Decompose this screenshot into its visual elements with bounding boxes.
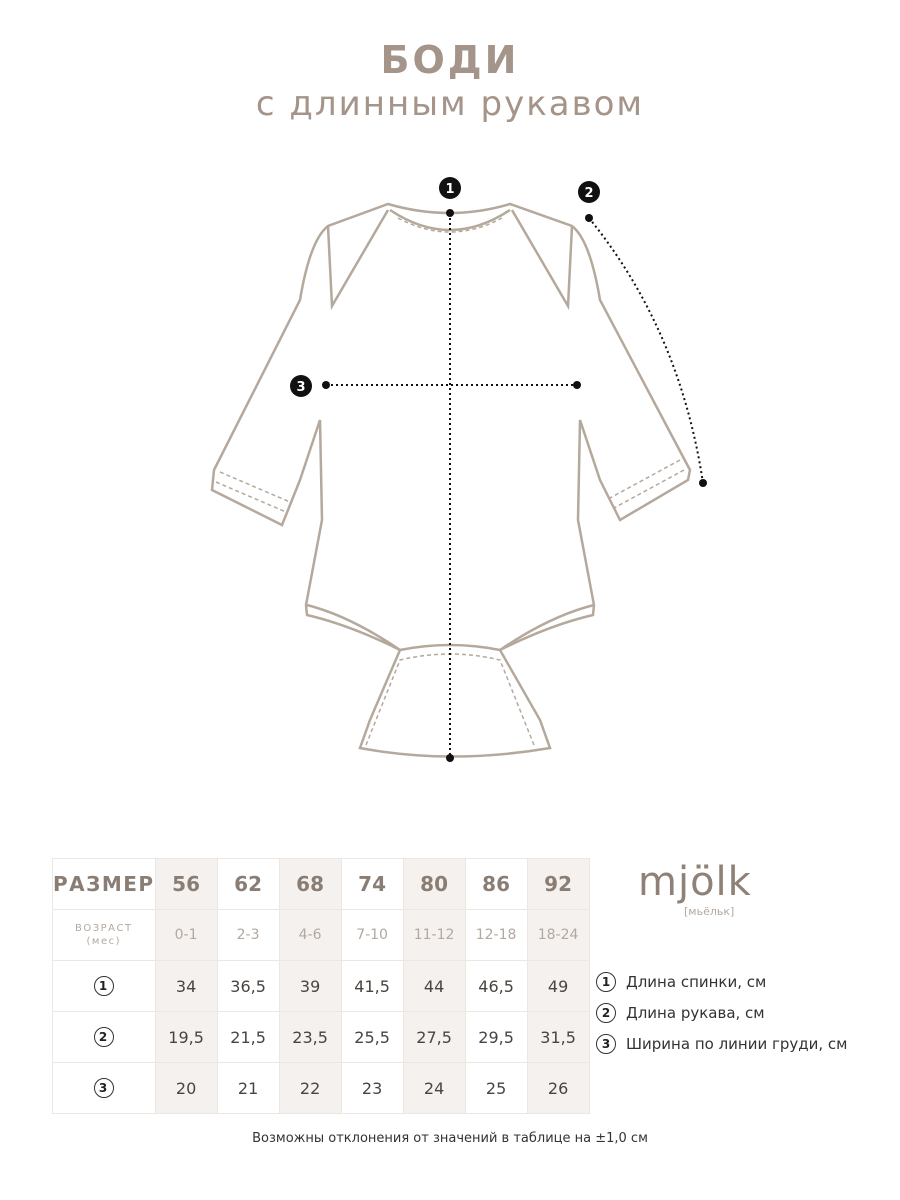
age-cell: 0-1 (154, 909, 218, 961)
value-cell: 27,5 (402, 1011, 466, 1063)
measure-points (322, 209, 707, 762)
size-cell: 62 (216, 858, 280, 910)
value-cell: 41,5 (340, 960, 404, 1012)
value-cell: 44 (402, 960, 466, 1012)
product-subtitle: с длинным рукавом (255, 84, 645, 124)
legend-item: 2 Длина рукава, см (596, 1003, 765, 1023)
value-cell: 21 (216, 1062, 280, 1114)
marker-1-icon: 1 (439, 177, 461, 199)
brand-logo: mjölk (638, 859, 752, 905)
marker-1-icon: 1 (596, 972, 616, 992)
age-row: ВОЗРАСТ (мес) 0-1 2-3 4-6 7-10 11-12 12-1… (52, 909, 590, 961)
age-cell: 12-18 (464, 909, 528, 961)
size-table: РАЗМЕР 56 62 68 74 80 86 92 ВОЗРАСТ (мес)… (52, 858, 590, 1114)
value-cell: 46,5 (464, 960, 528, 1012)
age-cell: 4-6 (278, 909, 342, 961)
svg-text:2: 2 (584, 186, 593, 201)
value-cell: 31,5 (526, 1011, 590, 1063)
marker-2-icon: 2 (578, 181, 600, 203)
legend-item: 3 Ширина по линии груди, см (596, 1034, 847, 1054)
size-cell: 86 (464, 858, 528, 910)
age-cell: 18-24 (526, 909, 590, 961)
svg-text:3: 3 (296, 380, 305, 395)
row-marker: 2 (52, 1011, 156, 1063)
value-cell: 20 (154, 1062, 218, 1114)
value-cell: 19,5 (154, 1011, 218, 1063)
bodysuit-outline (210, 202, 692, 758)
size-cell: 56 (154, 858, 218, 910)
measure-lines (326, 213, 704, 758)
marker-3-icon: 3 (596, 1034, 616, 1054)
age-cell: 7-10 (340, 909, 404, 961)
measure-row-2: 2 19,5 21,5 23,5 25,5 27,5 29,5 31,5 (52, 1011, 590, 1063)
value-cell: 23,5 (278, 1011, 342, 1063)
row-marker: 3 (52, 1062, 156, 1114)
size-cell: 68 (278, 858, 342, 910)
size-label: РАЗМЕР (52, 858, 156, 910)
measure-row-3: 3 20 21 22 23 24 25 26 (52, 1062, 590, 1114)
age-cell: 2-3 (216, 909, 280, 961)
age-cell: 11-12 (402, 909, 466, 961)
row-marker: 1 (52, 960, 156, 1012)
size-cell: 74 (340, 858, 404, 910)
marker-3-icon: 3 (290, 375, 312, 397)
bodysuit-diagram: 1 2 3 (210, 177, 707, 762)
value-cell: 49 (526, 960, 590, 1012)
legend-item: 1 Длина спинки, см (596, 972, 766, 992)
value-cell: 25 (464, 1062, 528, 1114)
size-cell: 80 (402, 858, 466, 910)
size-row: РАЗМЕР 56 62 68 74 80 86 92 (52, 858, 590, 910)
measure-row-1: 1 34 36,5 39 41,5 44 46,5 49 (52, 960, 590, 1012)
value-cell: 26 (526, 1062, 590, 1114)
value-cell: 29,5 (464, 1011, 528, 1063)
value-cell: 36,5 (216, 960, 280, 1012)
value-cell: 25,5 (340, 1011, 404, 1063)
size-cell: 92 (526, 858, 590, 910)
tolerance-note: Возможны отклонения от значений в таблиц… (252, 1131, 648, 1146)
svg-text:1: 1 (445, 182, 454, 197)
value-cell: 39 (278, 960, 342, 1012)
product-title: БОДИ (380, 38, 520, 82)
value-cell: 22 (278, 1062, 342, 1114)
value-cell: 21,5 (216, 1011, 280, 1063)
value-cell: 23 (340, 1062, 404, 1114)
age-label: ВОЗРАСТ (мес) (52, 909, 156, 961)
brand-transcription: [мьёльк] (684, 905, 735, 918)
value-cell: 34 (154, 960, 218, 1012)
value-cell: 24 (402, 1062, 466, 1114)
marker-2-icon: 2 (596, 1003, 616, 1023)
